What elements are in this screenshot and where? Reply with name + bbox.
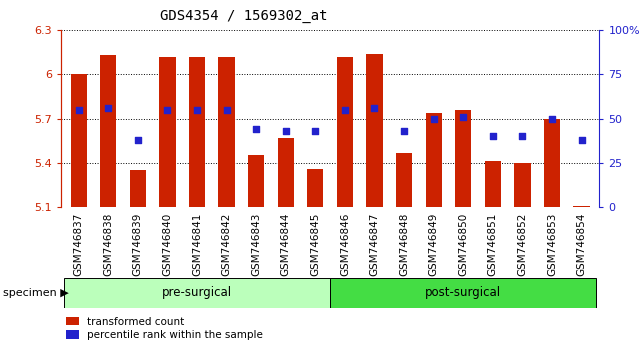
Bar — [219, 57, 235, 207]
Bar — [330, 278, 596, 308]
Bar — [455, 110, 471, 207]
Text: GSM746848: GSM746848 — [399, 213, 409, 276]
Bar — [100, 55, 117, 207]
Point — [74, 107, 84, 113]
Point — [192, 107, 202, 113]
Point — [458, 114, 469, 120]
Text: GSM746841: GSM746841 — [192, 213, 202, 276]
Text: post-surgical: post-surgical — [425, 286, 501, 299]
Point — [162, 107, 172, 113]
Bar — [367, 54, 383, 207]
Point — [103, 105, 113, 111]
Point — [429, 116, 439, 121]
Point — [369, 105, 379, 111]
Bar — [159, 57, 176, 207]
Bar — [307, 169, 324, 207]
Legend: transformed count, percentile rank within the sample: transformed count, percentile rank withi… — [66, 317, 263, 340]
Text: GSM746839: GSM746839 — [133, 213, 143, 276]
Point — [251, 126, 262, 132]
Bar — [485, 161, 501, 207]
Point — [517, 133, 528, 139]
Text: GSM746849: GSM746849 — [429, 213, 438, 276]
Bar — [396, 153, 412, 207]
Text: GSM746840: GSM746840 — [162, 213, 172, 276]
Point — [310, 128, 320, 134]
Bar — [129, 170, 146, 207]
Point — [221, 107, 231, 113]
Bar — [71, 74, 87, 207]
Text: GSM746838: GSM746838 — [103, 213, 113, 276]
Text: pre-surgical: pre-surgical — [162, 286, 232, 299]
Bar — [514, 163, 531, 207]
Point — [547, 116, 557, 121]
Bar — [426, 113, 442, 207]
Point — [133, 137, 143, 143]
Text: GSM746842: GSM746842 — [222, 213, 231, 276]
Text: GSM746854: GSM746854 — [577, 213, 587, 276]
Point — [399, 128, 409, 134]
Text: GSM746844: GSM746844 — [281, 213, 291, 276]
Bar — [278, 138, 294, 207]
Bar — [64, 278, 330, 308]
Text: GSM746852: GSM746852 — [517, 213, 528, 276]
Text: GSM746853: GSM746853 — [547, 213, 557, 276]
Text: GSM746843: GSM746843 — [251, 213, 261, 276]
Bar — [574, 206, 590, 207]
Text: GSM746850: GSM746850 — [458, 213, 468, 276]
Text: specimen ▶: specimen ▶ — [3, 288, 69, 298]
Text: GSM746847: GSM746847 — [369, 213, 379, 276]
Bar — [189, 57, 205, 207]
Bar — [544, 119, 560, 207]
Point — [281, 128, 291, 134]
Text: GSM746837: GSM746837 — [74, 213, 83, 276]
Text: GSM746846: GSM746846 — [340, 213, 350, 276]
Bar — [248, 155, 264, 207]
Point — [340, 107, 350, 113]
Point — [576, 137, 587, 143]
Text: GDS4354 / 1569302_at: GDS4354 / 1569302_at — [160, 9, 328, 23]
Bar — [337, 57, 353, 207]
Point — [488, 133, 498, 139]
Text: GSM746845: GSM746845 — [310, 213, 320, 276]
Text: GSM746851: GSM746851 — [488, 213, 498, 276]
